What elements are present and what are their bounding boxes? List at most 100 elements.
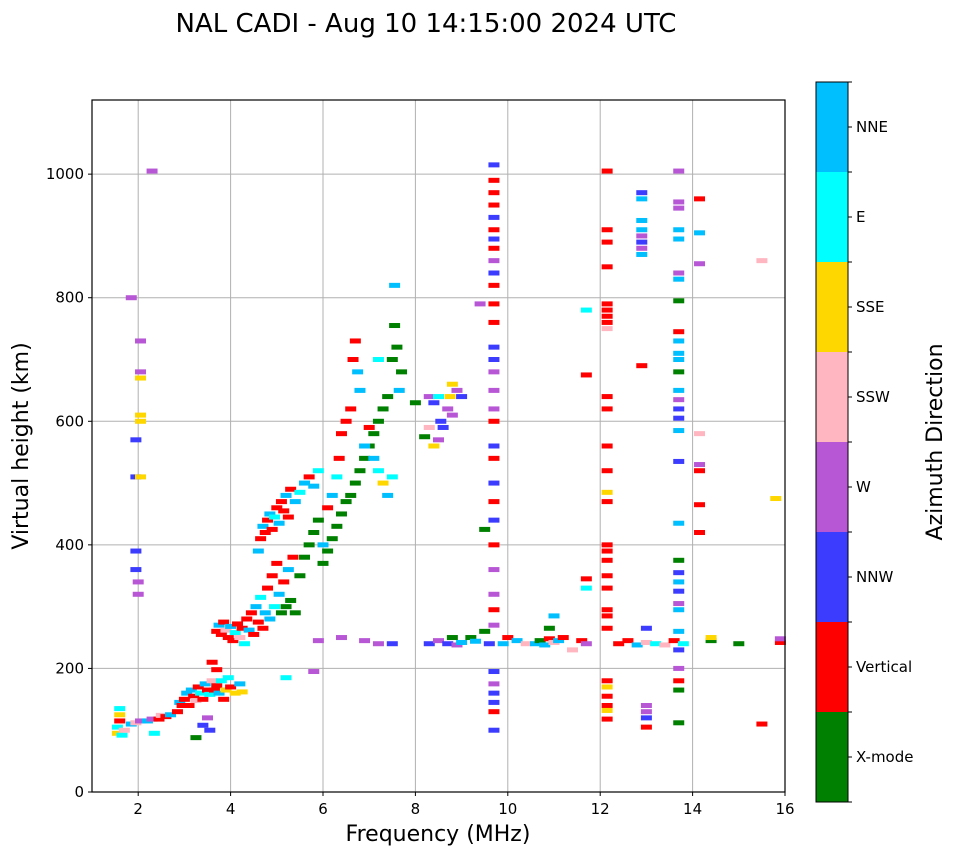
data-point-nne (185, 687, 197, 693)
data-point-w (135, 338, 147, 344)
data-point-vertical (211, 667, 223, 673)
data-point-vertical (225, 684, 237, 690)
colorbar-swatch-sse (816, 262, 848, 352)
colorbar-label-ssw: SSW (856, 388, 890, 406)
colorbar-label-x-mode: X-mode (856, 748, 913, 766)
data-point-nne (354, 387, 366, 393)
data-point-e (268, 514, 280, 520)
data-point-w (433, 437, 444, 443)
data-point-nnw (428, 400, 440, 406)
data-point-vertical (183, 703, 195, 708)
data-point-nne (636, 196, 648, 202)
data-point-vertical (278, 508, 290, 514)
y-tick-label: 400 (55, 536, 84, 554)
data-point-nne (282, 567, 294, 573)
data-point-nne (673, 350, 685, 356)
data-point-nnw (130, 567, 142, 573)
data-point-nne (326, 492, 338, 498)
data-point-w (132, 591, 144, 597)
colorbar-swatch-nne (816, 82, 848, 172)
data-point-nnw (488, 344, 500, 350)
data-point-w (451, 387, 463, 393)
data-point-nnw (488, 480, 500, 486)
data-point-vertical (557, 635, 569, 641)
data-point-nnw (488, 443, 500, 449)
data-point-sse (444, 394, 456, 400)
data-point-nnw (488, 690, 500, 696)
data-point-nne (174, 699, 186, 705)
data-point-w (488, 369, 500, 375)
data-point-nne (636, 251, 648, 257)
data-point-w (488, 591, 500, 597)
data-point-vertical (266, 526, 278, 532)
data-point-vertical (363, 424, 375, 430)
data-point-e (386, 474, 398, 480)
data-point-vertical (601, 499, 613, 505)
data-point-w (146, 168, 158, 174)
data-point-vertical (488, 282, 500, 288)
data-point-x-mode (354, 468, 366, 474)
x-axis-ticks: 2 4 6 8 10 12 14 16 (133, 792, 795, 818)
data-point-x-mode (372, 418, 384, 424)
chart-title: NAL CADI - Aug 10 14:15:00 2024 UTC (176, 9, 677, 39)
data-point-sse (601, 684, 613, 690)
colorbar-frame (815, 81, 849, 803)
data-point-vertical (252, 619, 264, 625)
data-point-x-mode (345, 492, 357, 498)
data-point-x-mode (673, 298, 685, 304)
data-point-e (580, 307, 592, 313)
data-point-nne (234, 681, 246, 687)
data-point-vertical (241, 616, 253, 622)
data-point-nne (368, 455, 380, 461)
data-point-sse (601, 707, 613, 713)
data-point-sse (377, 480, 389, 486)
y-tick-label: 800 (55, 289, 84, 307)
data-point-vertical (488, 709, 500, 715)
data-point-vertical (488, 607, 500, 613)
data-point-nne (299, 480, 311, 486)
data-point-nne (264, 616, 276, 622)
data-point-x-mode (285, 597, 297, 603)
data-point-vertical (227, 638, 239, 644)
data-point-vertical (153, 716, 165, 722)
data-point-x-mode (326, 536, 338, 542)
y-tick-label: 600 (55, 412, 84, 430)
data-point-vertical (601, 625, 613, 631)
x-tick-label: 12 (591, 800, 610, 818)
data-point-x-mode (317, 560, 329, 566)
data-point-e (677, 641, 689, 647)
data-point-e (331, 474, 343, 480)
data-point-x-mode (308, 530, 320, 535)
data-point-vertical (211, 628, 223, 634)
data-point-w (442, 406, 454, 412)
data-point-sse (135, 412, 147, 418)
data-point-w (640, 703, 652, 708)
data-point-w (488, 258, 500, 264)
data-point-x-mode (299, 554, 311, 560)
data-point-nnw (437, 424, 449, 430)
data-point-e (255, 594, 267, 600)
data-point-sse (770, 496, 782, 502)
data-point-sse (135, 418, 147, 424)
data-point-vertical (197, 696, 209, 702)
data-point-nne (359, 443, 371, 449)
data-point-nne (181, 690, 193, 696)
data-point-vertical (335, 431, 347, 437)
data-point-vertical (694, 468, 706, 474)
data-point-ssw (220, 627, 232, 633)
data-point-vertical (333, 455, 345, 461)
data-point-vertical (488, 227, 500, 233)
data-point-x-mode (673, 557, 685, 563)
data-point-x-mode (446, 635, 458, 641)
data-point-vertical (694, 530, 706, 535)
data-point-nne (264, 511, 276, 517)
data-point-vertical (271, 560, 283, 566)
data-point-sse (220, 687, 232, 693)
data-point-vertical (345, 406, 357, 412)
data-point-e (280, 675, 292, 681)
data-point-vertical (601, 307, 613, 313)
data-point-vertical (636, 363, 648, 369)
data-point-nnw (488, 270, 500, 276)
y-axis-label: Virtual height (km) (9, 342, 34, 549)
